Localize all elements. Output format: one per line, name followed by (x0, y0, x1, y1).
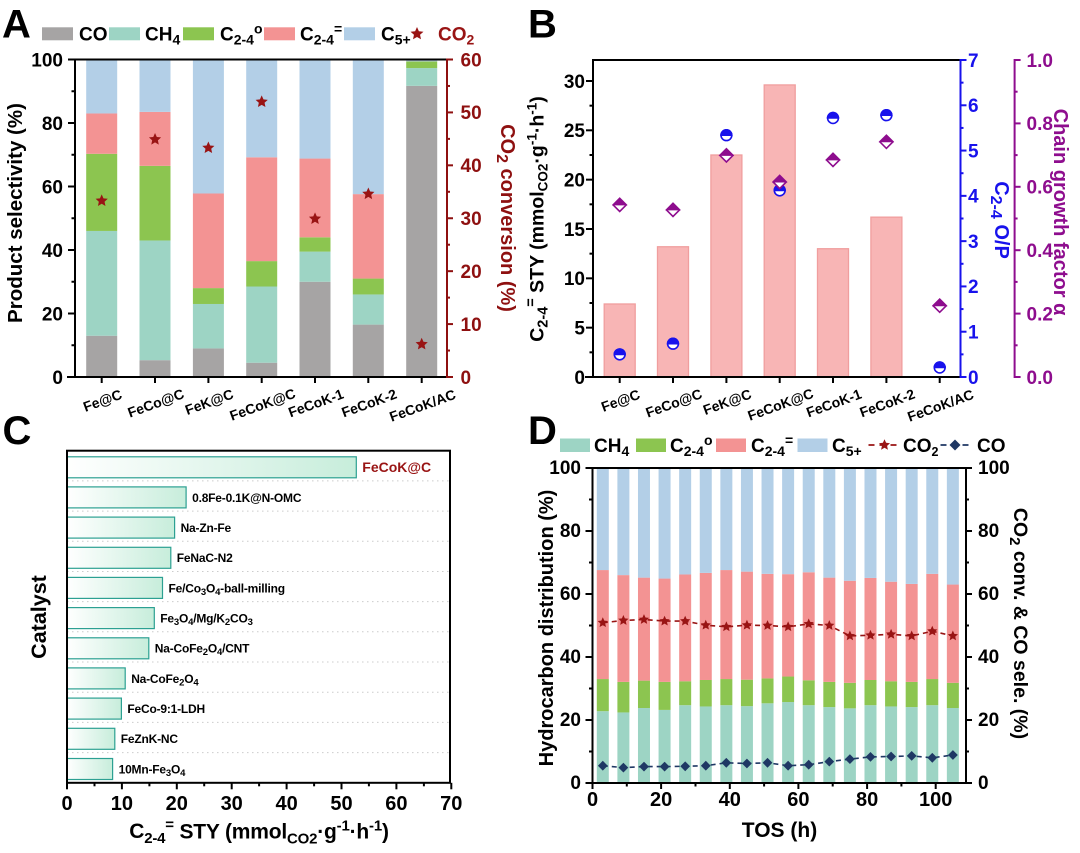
svg-text:40: 40 (978, 647, 999, 668)
svg-text:40: 40 (275, 793, 297, 815)
svg-text:0: 0 (978, 773, 989, 794)
svg-text:Na-CoFe2O4/CNT: Na-CoFe2O4/CNT (155, 642, 250, 659)
svg-text:20: 20 (650, 789, 672, 811)
svg-text:50: 50 (330, 793, 352, 815)
svg-text:6: 6 (968, 96, 979, 117)
svg-text:60: 60 (385, 793, 407, 815)
svg-text:CO2 conversion (%): CO2 conversion (%) (493, 124, 518, 312)
svg-text:0: 0 (968, 368, 979, 389)
svg-text:60: 60 (978, 584, 999, 605)
svg-text:80: 80 (42, 114, 63, 135)
svg-text:100: 100 (978, 458, 1010, 479)
svg-text:20: 20 (564, 171, 585, 192)
svg-text:0.0: 0.0 (1027, 368, 1053, 389)
svg-text:A: A (2, 3, 31, 47)
svg-text:2: 2 (968, 277, 979, 298)
svg-text:CH4: CH4 (594, 436, 629, 459)
svg-text:60: 60 (560, 584, 581, 605)
svg-text:Chain growth factor α: Chain growth factor α (1049, 109, 1071, 316)
svg-text:40: 40 (42, 241, 63, 262)
svg-text:0.2: 0.2 (1027, 304, 1053, 325)
svg-text:80: 80 (856, 789, 878, 811)
svg-text:0.8Fe-0.1K@N-OMC: 0.8Fe-0.1K@N-OMC (192, 491, 302, 505)
svg-text:10: 10 (564, 269, 585, 290)
svg-text:80: 80 (978, 521, 999, 542)
svg-text:4: 4 (968, 187, 979, 208)
svg-text:3: 3 (968, 232, 979, 253)
svg-text:100: 100 (31, 50, 63, 71)
svg-text:30: 30 (461, 209, 482, 230)
svg-text:0: 0 (587, 789, 598, 811)
svg-text:80: 80 (560, 521, 581, 542)
svg-text:30: 30 (564, 72, 585, 93)
svg-text:TOS (h): TOS (h) (742, 819, 817, 842)
svg-text:10: 10 (111, 793, 133, 815)
svg-text:FeZnK-NC: FeZnK-NC (121, 732, 179, 746)
svg-text:7: 7 (968, 51, 979, 72)
svg-text:CO2: CO2 (438, 25, 475, 48)
svg-text:0.8: 0.8 (1027, 114, 1053, 135)
svg-text:CH4: CH4 (145, 25, 180, 48)
svg-text:CO2 conv. & CO sele. (%): CO2 conv. & CO sele. (%) (1006, 508, 1031, 739)
svg-text:Na-Zn-Fe: Na-Zn-Fe (181, 521, 232, 535)
svg-text:FeCo-9:1-LDH: FeCo-9:1-LDH (127, 702, 205, 716)
svg-text:5: 5 (968, 141, 979, 162)
svg-text:C2-4 O/P: C2-4 O/P (987, 181, 1012, 259)
svg-text:CO: CO (79, 25, 108, 46)
svg-text:15: 15 (564, 220, 586, 241)
svg-text:30: 30 (221, 793, 243, 815)
svg-text:20: 20 (42, 304, 63, 325)
svg-text:40: 40 (719, 789, 741, 811)
svg-text:40: 40 (461, 156, 482, 177)
svg-text:40: 40 (560, 647, 581, 668)
svg-text:Hydrocarbon distribution (%): Hydrocarbon distribution (%) (536, 490, 558, 767)
svg-text:Fe3O4/Mg/K2CO3: Fe3O4/Mg/K2CO3 (160, 612, 252, 629)
svg-text:0.4: 0.4 (1027, 241, 1054, 262)
svg-text:FeCoK@C: FeCoK@C (362, 459, 431, 475)
svg-text:0: 0 (570, 773, 581, 794)
svg-text:Product selectivity (%): Product selectivity (%) (4, 103, 27, 323)
svg-text:60: 60 (461, 50, 482, 71)
svg-text:0.6: 0.6 (1027, 178, 1053, 199)
svg-text:0: 0 (574, 368, 585, 389)
svg-text:B: B (528, 3, 557, 47)
svg-text:Catalyst: Catalyst (27, 575, 51, 659)
svg-text:1.0: 1.0 (1027, 51, 1053, 72)
svg-text:0: 0 (52, 368, 63, 389)
svg-text:CO: CO (977, 436, 1006, 457)
svg-text:20: 20 (560, 710, 581, 731)
svg-text:CO2: CO2 (903, 436, 939, 459)
svg-text:D: D (528, 409, 557, 453)
svg-text:100: 100 (919, 789, 952, 811)
svg-text:0: 0 (461, 368, 472, 389)
svg-text:70: 70 (440, 793, 462, 815)
svg-text:60: 60 (787, 789, 809, 811)
svg-text:20: 20 (461, 262, 482, 283)
svg-text:50: 50 (461, 103, 482, 124)
svg-text:100: 100 (549, 458, 581, 479)
svg-text:C: C (3, 409, 32, 453)
svg-text:5: 5 (574, 319, 585, 340)
svg-text:20: 20 (978, 710, 999, 731)
svg-text:1: 1 (968, 323, 979, 344)
svg-text:FeNaC-N2: FeNaC-N2 (177, 551, 233, 565)
svg-text:20: 20 (166, 793, 188, 815)
svg-text:60: 60 (42, 177, 63, 198)
svg-text:10: 10 (461, 315, 482, 336)
svg-text:Fe/Co3O4-ball-milling: Fe/Co3O4-ball-milling (169, 581, 285, 598)
svg-text:0: 0 (61, 793, 72, 815)
svg-text:25: 25 (564, 121, 586, 142)
